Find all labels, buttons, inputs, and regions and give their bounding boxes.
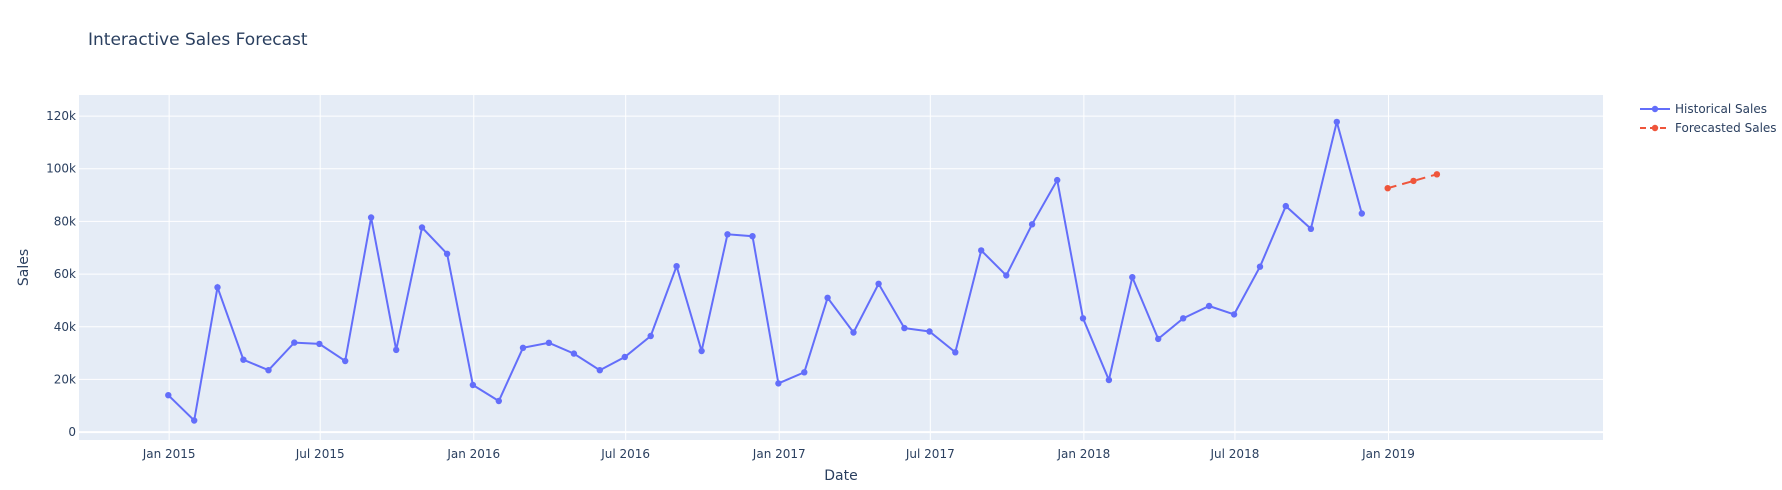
data-point[interactable] [875, 280, 882, 287]
x-tick-label: Jan 2016 [446, 447, 500, 461]
data-point[interactable] [1307, 225, 1315, 232]
series-forecast [1384, 171, 1441, 192]
data-point[interactable] [316, 340, 323, 348]
data-point[interactable] [1054, 176, 1061, 184]
data-point[interactable] [621, 353, 628, 361]
data-point[interactable] [1384, 185, 1391, 192]
x-tick-label: Jan 2015 [142, 447, 196, 461]
legend-label: Historical Sales [1675, 102, 1767, 116]
data-point[interactable] [647, 332, 654, 340]
data-point[interactable] [265, 367, 272, 374]
data-point[interactable] [1028, 221, 1036, 228]
x-tick-label: Jan 2017 [752, 447, 806, 461]
data-point[interactable] [519, 344, 527, 351]
data-point[interactable] [824, 294, 831, 301]
x-tick-label: Jul 2017 [905, 447, 955, 461]
data-point[interactable] [1433, 171, 1441, 178]
data-point[interactable] [1180, 315, 1187, 322]
data-point[interactable] [1003, 272, 1010, 279]
data-point[interactable] [1282, 202, 1290, 210]
data-point[interactable] [1155, 335, 1162, 343]
x-tick-label: Jan 2019 [1361, 447, 1415, 461]
y-axis-title: Sales [16, 249, 32, 286]
data-point[interactable] [545, 339, 553, 346]
data-point[interactable] [801, 369, 808, 376]
legend: Historical Sales Forecasted Sales [1640, 102, 1777, 135]
data-point[interactable] [1410, 177, 1417, 185]
data-point[interactable] [367, 214, 375, 221]
data-point[interactable] [1358, 210, 1366, 217]
series-layer [165, 118, 1441, 424]
legend-item[interactable]: Forecasted Sales [1640, 121, 1777, 135]
y-tick-label: 120k [46, 109, 76, 123]
data-point[interactable] [775, 380, 782, 387]
data-point[interactable] [191, 417, 198, 424]
data-point[interactable] [393, 346, 400, 354]
y-tick-label: 40k [54, 320, 76, 334]
data-point[interactable] [850, 329, 857, 336]
y-tick-label: 60k [54, 267, 76, 281]
data-point[interactable] [724, 231, 731, 238]
data-point[interactable] [214, 284, 221, 291]
data-point[interactable] [1129, 274, 1136, 281]
data-point[interactable] [165, 392, 172, 399]
series-historical [165, 118, 1366, 424]
chart-title: Interactive Sales Forecast [88, 30, 308, 50]
data-point[interactable] [1079, 315, 1087, 322]
data-point[interactable] [952, 349, 959, 356]
legend-marker [1651, 105, 1659, 113]
data-point[interactable] [342, 357, 349, 365]
gridlines [79, 95, 1603, 440]
y-tick-label: 100k [46, 162, 76, 176]
data-point[interactable] [673, 263, 680, 270]
data-point[interactable] [495, 397, 502, 405]
y-tick-label: 80k [54, 214, 76, 228]
tick-labels: Jan 2015 Jul 2015 Jan 2016 Jul 2016 Jan 2017… [46, 109, 1415, 461]
y-tick-label: 0 [68, 425, 76, 439]
data-point[interactable] [1256, 263, 1264, 270]
series-line[interactable] [167, 121, 1363, 423]
data-point[interactable] [291, 339, 298, 346]
data-point[interactable] [978, 247, 985, 254]
y-tick-label: 20k [54, 372, 76, 386]
data-point[interactable] [749, 233, 756, 240]
data-point[interactable] [240, 356, 247, 363]
data-point[interactable] [469, 381, 477, 389]
data-point[interactable] [1333, 118, 1341, 126]
data-point[interactable] [570, 350, 578, 357]
series-line[interactable] [1387, 173, 1438, 190]
data-point[interactable] [926, 328, 933, 335]
data-point[interactable] [1230, 311, 1238, 318]
data-point[interactable] [443, 250, 451, 257]
x-axis-title: Date [824, 468, 857, 484]
data-point[interactable] [418, 224, 426, 231]
x-tick-label: Jul 2018 [1210, 447, 1260, 461]
data-point[interactable] [596, 367, 603, 374]
x-tick-label: Jul 2015 [295, 447, 345, 461]
x-tick-label: Jul 2016 [600, 447, 650, 461]
data-point[interactable] [1205, 302, 1213, 310]
x-tick-label: Jan 2018 [1056, 447, 1110, 461]
legend-item[interactable]: Historical Sales [1640, 102, 1767, 116]
data-point[interactable] [1105, 376, 1113, 384]
legend-marker [1651, 124, 1659, 132]
plot-area[interactable] [79, 95, 1603, 440]
data-point[interactable] [698, 347, 705, 355]
legend-label: Forecasted Sales [1675, 121, 1777, 135]
data-point[interactable] [901, 324, 908, 332]
